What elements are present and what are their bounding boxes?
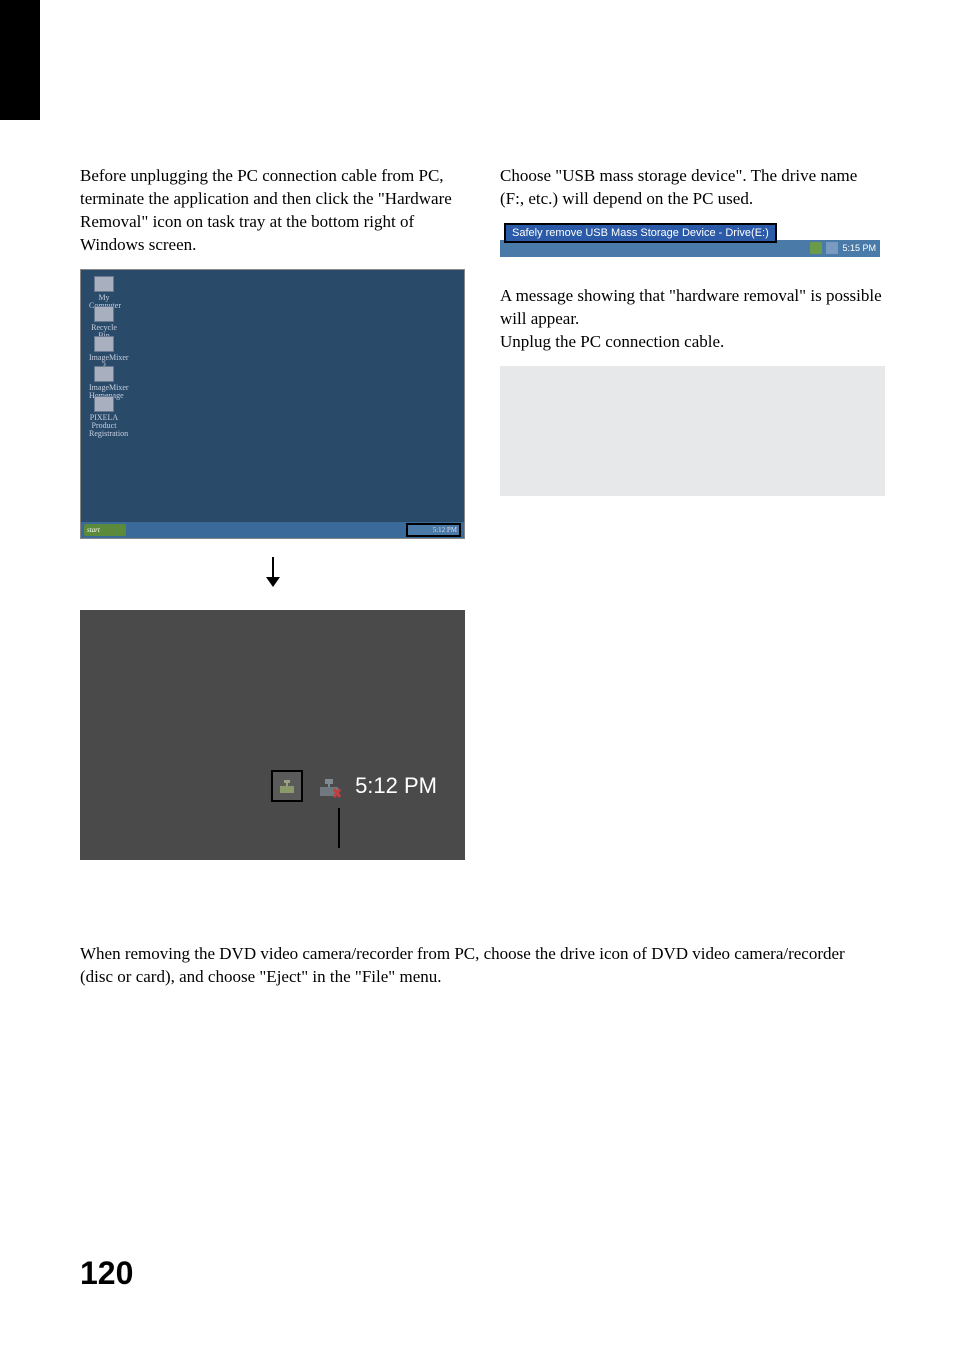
desktop-icon: ImageMixer Homepage bbox=[89, 366, 119, 392]
desktop-icon: Recycle Bin bbox=[89, 306, 119, 332]
safely-remove-menu: Safely remove USB Mass Storage Device - … bbox=[504, 223, 777, 243]
instruction-text-right-2a: A message showing that "hardware removal… bbox=[500, 285, 885, 331]
tray-zoom-contents: 5:12 PM bbox=[271, 770, 437, 802]
instruction-text-right-2b: Unplug the PC connection cable. bbox=[500, 331, 885, 354]
instruction-text-left: Before unplugging the PC connection cabl… bbox=[80, 165, 465, 257]
screenshot-desktop: My Computer Recycle Bin ImageMixer 3 ImageM… bbox=[80, 269, 465, 539]
right-column: Choose "USB mass storage device". The dr… bbox=[500, 165, 885, 860]
instruction-text-right-1: Choose "USB mass storage device". The dr… bbox=[500, 165, 885, 211]
tray-zoom-time: 5:12 PM bbox=[355, 773, 437, 799]
system-tray: 5:12 PM bbox=[406, 523, 461, 537]
main-columns: Before unplugging the PC connection cabl… bbox=[0, 0, 954, 860]
usb-device-icon bbox=[313, 770, 345, 802]
bottom-paragraph: When removing the DVD video camera/recor… bbox=[80, 943, 874, 989]
start-button: start bbox=[84, 524, 126, 536]
callout-line bbox=[338, 808, 340, 848]
screenshot-tray-zoom: 5:12 PM bbox=[80, 610, 465, 860]
arrow-down-icon bbox=[80, 557, 465, 592]
tray-mini-icon bbox=[810, 242, 822, 254]
popup-time: 5:15 PM bbox=[842, 243, 876, 253]
screenshot-safely-remove: 5:15 PM Safely remove USB Mass Storage D… bbox=[500, 223, 880, 257]
tray-mini-icon bbox=[826, 242, 838, 254]
desktop-icon: My Computer bbox=[89, 276, 119, 302]
taskbar: start 5:12 PM bbox=[81, 522, 464, 538]
desktop-icon: PIXELA Product Registration bbox=[89, 396, 119, 422]
desktop-icon: ImageMixer 3 bbox=[89, 336, 119, 362]
tray-time: 5:12 PM bbox=[433, 526, 457, 534]
page-number: 120 bbox=[80, 1255, 133, 1292]
screenshot-placeholder bbox=[500, 366, 885, 496]
left-column: Before unplugging the PC connection cabl… bbox=[80, 165, 465, 860]
hardware-removal-icon bbox=[271, 770, 303, 802]
bottom-text: When removing the DVD video camera/recor… bbox=[80, 943, 874, 989]
page-edge-tab bbox=[0, 0, 40, 120]
